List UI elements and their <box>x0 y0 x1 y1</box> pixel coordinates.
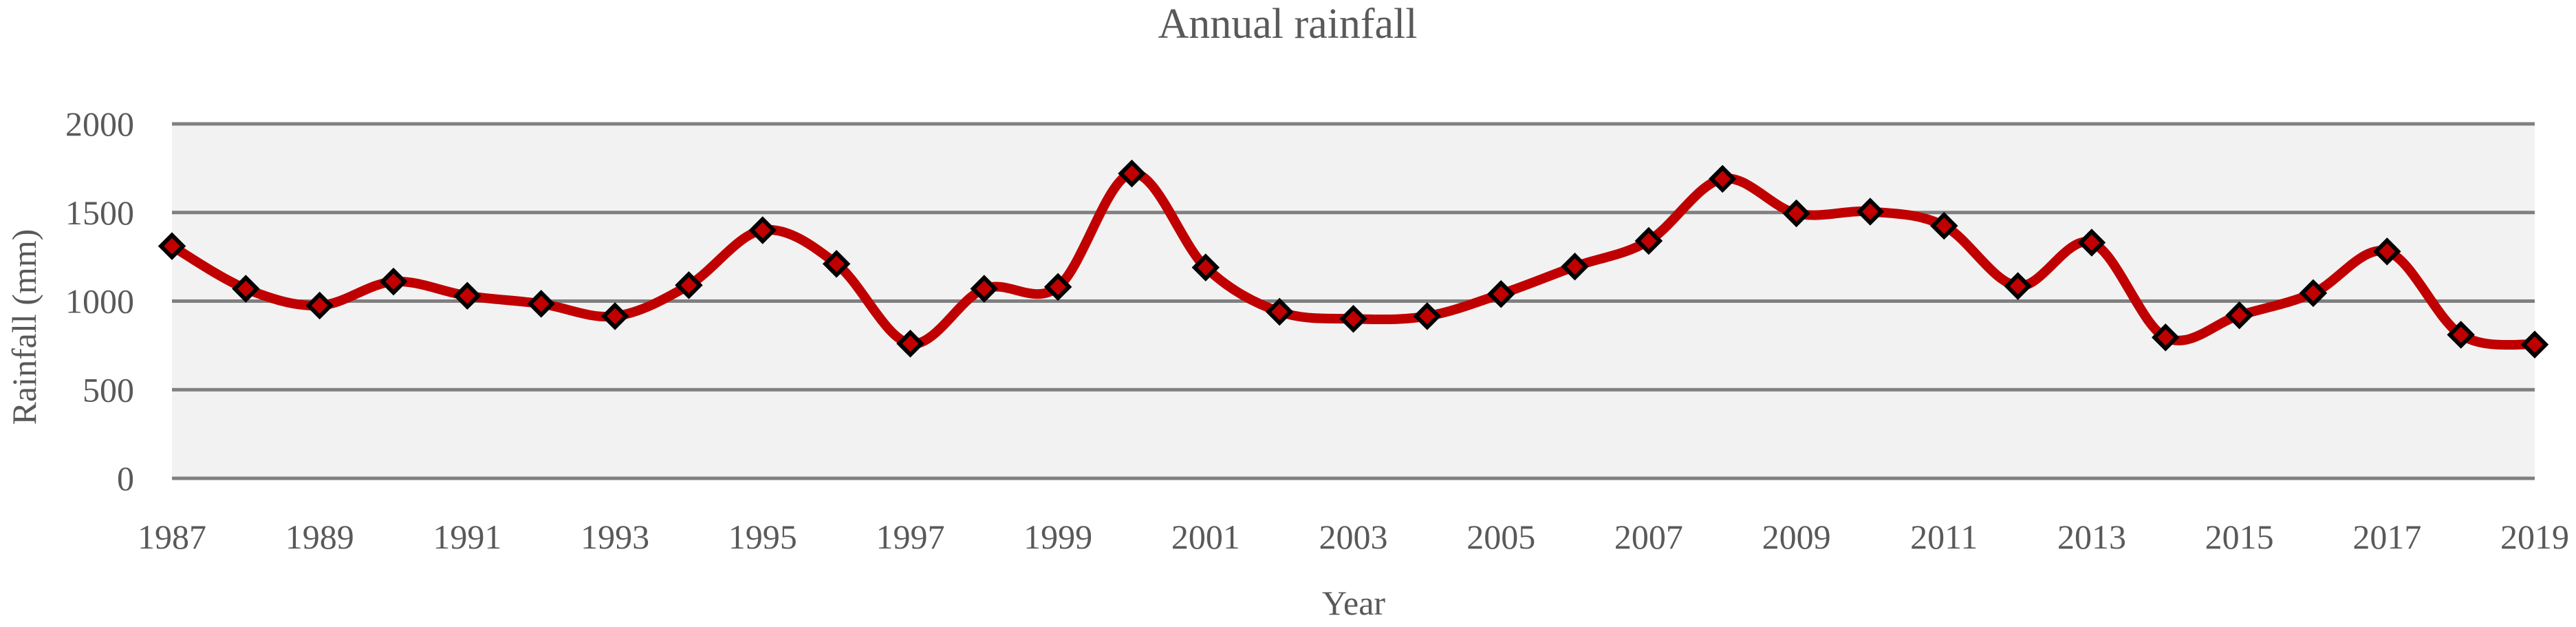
data-point-1998 <box>970 275 999 303</box>
data-point-2016 <box>2299 279 2328 308</box>
x-tick-label: 2009 <box>1762 518 1831 556</box>
x-axis-ticks: 1987 1989 1991 1993 1995 1997 1999 2001 2003 2005… <box>138 518 2569 556</box>
data-point-2018 <box>2447 321 2475 349</box>
data-point-2004 <box>1413 302 1442 330</box>
data-point-1987 <box>158 232 186 260</box>
data-point-2007 <box>1634 226 1663 255</box>
data-point-1994 <box>675 271 703 299</box>
x-tick-label: 1987 <box>138 518 206 556</box>
data-point-1991 <box>453 281 481 310</box>
data-point-2019 <box>2520 330 2549 359</box>
data-point-1997 <box>896 330 924 358</box>
y-tick-label: 1000 <box>65 282 134 321</box>
data-point-1989 <box>305 291 334 320</box>
x-tick-label: 2015 <box>2205 518 2274 556</box>
x-tick-label: 1997 <box>876 518 944 556</box>
data-point-2001 <box>1191 253 1220 281</box>
data-point-2009 <box>1782 199 1810 228</box>
data-point-1988 <box>232 275 260 303</box>
data-point-1996 <box>822 250 851 278</box>
data-point-1995 <box>748 216 777 244</box>
data-point-2017 <box>2373 237 2401 266</box>
x-tick-label: 2019 <box>2500 518 2569 556</box>
x-tick-label: 2017 <box>2352 518 2421 556</box>
x-tick-label: 1993 <box>581 518 649 556</box>
y-tick-label: 1500 <box>65 193 134 232</box>
data-point-1990 <box>379 267 408 296</box>
data-point-2010 <box>1856 198 1885 226</box>
x-tick-label: 1991 <box>433 518 501 556</box>
y-tick-label: 2000 <box>65 105 134 143</box>
x-tick-label: 2007 <box>1614 518 1683 556</box>
x-tick-label: 2001 <box>1171 518 1240 556</box>
x-tick-label: 2013 <box>2057 518 2126 556</box>
x-tick-label: 2003 <box>1319 518 1388 556</box>
y-tick-label: 0 <box>117 459 134 498</box>
data-point-2003 <box>1339 305 1367 333</box>
y-axis-title: Rainfall (mm) <box>5 229 43 425</box>
data-point-2005 <box>1486 279 1515 308</box>
data-point-1992 <box>527 290 555 318</box>
data-point-2013 <box>2077 229 2106 257</box>
x-tick-label: 1995 <box>728 518 797 556</box>
data-point-2012 <box>2004 272 2032 300</box>
data-point-2015 <box>2225 301 2253 330</box>
data-point-1999 <box>1043 273 1072 301</box>
data-point-2006 <box>1561 253 1589 281</box>
data-point-2011 <box>1930 211 1958 240</box>
y-tick-label: 500 <box>83 370 134 409</box>
x-axis-title: Year <box>1322 584 1385 622</box>
series-rainfall <box>158 159 2549 359</box>
y-axis-ticks: 0 500 1000 1500 2000 <box>65 105 134 498</box>
data-point-2014 <box>2152 323 2180 352</box>
x-tick-label: 1989 <box>285 518 354 556</box>
chart-title: Annual rainfall <box>1158 1 1417 47</box>
data-point-1993 <box>600 302 629 330</box>
data-point-2002 <box>1265 297 1294 326</box>
x-tick-label: 2011 <box>1910 518 1978 556</box>
x-tick-label: 1999 <box>1024 518 1092 556</box>
data-point-2000 <box>1118 159 1146 188</box>
x-tick-label: 2005 <box>1466 518 1535 556</box>
data-point-2008 <box>1708 164 1737 193</box>
